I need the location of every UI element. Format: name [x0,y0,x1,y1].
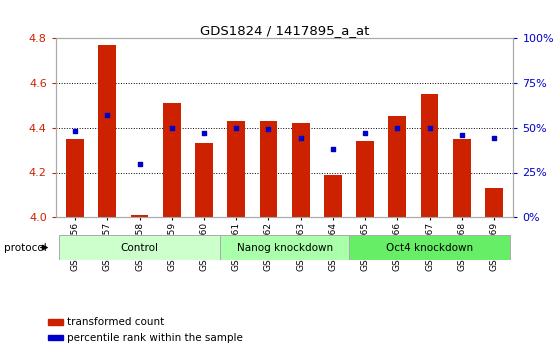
Point [393,125,402,130]
Point [425,125,434,130]
Point [135,161,144,166]
Bar [228,121,245,217]
Bar [59,235,220,260]
Text: percentile rank within the sample: percentile rank within the sample [67,333,243,343]
Point [71,128,80,134]
Point [360,130,369,136]
Bar [131,215,148,217]
Bar [453,139,470,217]
Bar [195,143,213,217]
Bar [388,116,406,217]
Point [489,136,498,141]
Bar [220,235,349,260]
Point [103,112,112,118]
Point [458,132,466,138]
Point [200,130,209,136]
Bar [349,235,510,260]
Text: Nanog knockdown: Nanog knockdown [237,243,333,253]
Bar [48,335,63,340]
Bar [356,141,374,217]
Point [264,127,273,132]
Point [296,136,305,141]
Bar [48,319,63,325]
Bar [324,175,341,217]
Bar [163,103,181,217]
Bar [259,121,277,217]
Text: protocol: protocol [4,243,47,253]
Text: Control: Control [121,243,158,253]
Point [167,125,176,130]
Title: GDS1824 / 1417895_a_at: GDS1824 / 1417895_a_at [200,24,369,37]
Bar [485,188,503,217]
Point [232,125,240,130]
Bar [99,45,116,217]
Bar [66,139,84,217]
Text: Oct4 knockdown: Oct4 knockdown [386,243,473,253]
Text: transformed count: transformed count [67,317,164,327]
Bar [421,94,439,217]
Point [329,146,338,152]
Bar [292,123,310,217]
